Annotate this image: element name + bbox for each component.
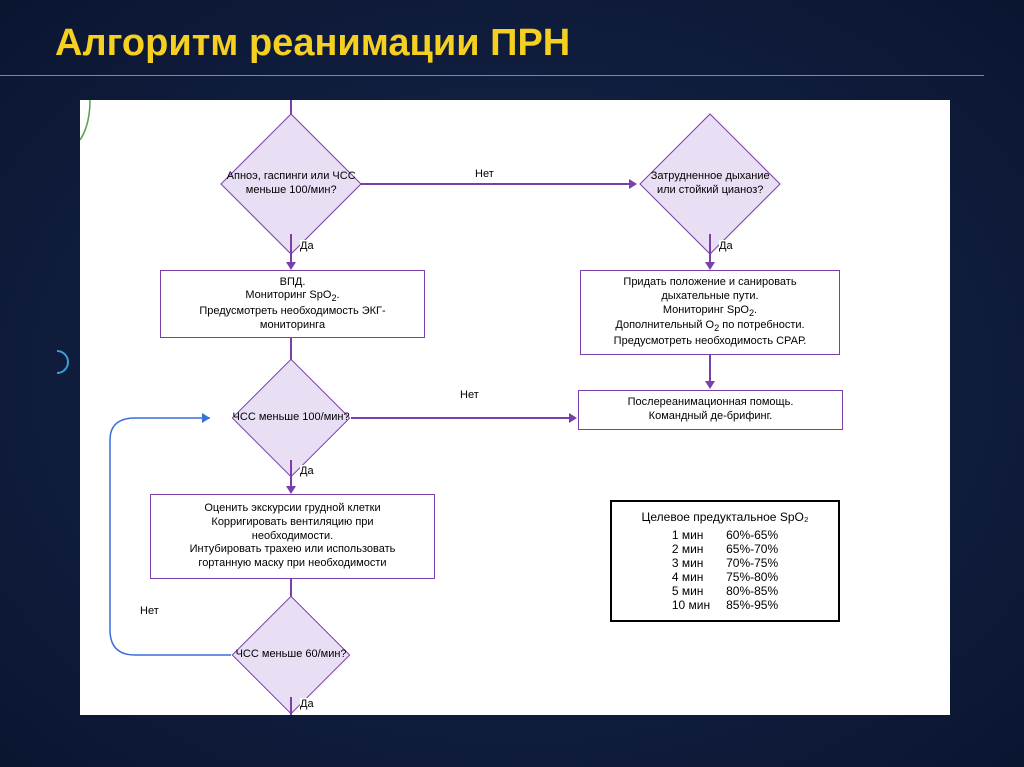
decision-d3-text: ЧСС меньше 100/мин? [211, 411, 371, 425]
slide-title: Алгоритм реанимации ПРН [0, 0, 984, 76]
process-r2-text: Придать положение и санироватьдыхательны… [614, 276, 807, 349]
flowchart-canvas: Апноэ, гаспинги или ЧССменьше 100/мин? Н… [80, 100, 950, 715]
process-r4-text: Оценить экскурсии грудной клеткиКорригир… [190, 502, 396, 571]
label-yes-3: Да [300, 465, 314, 477]
decorative-edge-left [80, 100, 110, 150]
edge-d3-r4 [290, 460, 292, 488]
arrowhead [286, 486, 296, 494]
edge-d3-r3 [351, 417, 571, 419]
edge-d1-r1 [290, 234, 292, 264]
table-row: 10 мин85%-95% [664, 598, 786, 612]
decision-d1-text: Апноэ, гаспинги или ЧССменьше 100/мин? [201, 170, 381, 198]
process-r4: Оценить экскурсии грудной клеткиКорригир… [150, 494, 435, 579]
label-yes-1: Да [300, 240, 314, 252]
process-r1-text: ВПД.Мониторинг SpO2.Предусмотреть необхо… [199, 276, 385, 333]
process-r3-text: Послереанимационная помощь.Командный де-… [628, 396, 794, 424]
label-no-3: Нет [140, 605, 159, 617]
decision-d4-text: ЧСС меньше 60/мин? [211, 648, 371, 662]
edge-r2-r3 [709, 355, 711, 383]
edge-d1-d2 [361, 183, 631, 185]
spo2-title: Целевое предуктальное SpO₂ [624, 510, 826, 524]
arrowhead [286, 262, 296, 270]
edge-d4-down [290, 697, 292, 715]
table-row: 5 мин80%-85% [664, 584, 786, 598]
decorative-circle [45, 350, 69, 374]
arrowhead [705, 262, 715, 270]
decision-d2-text: Затрудненное дыханиеили стойкий цианоз? [620, 170, 800, 198]
table-row: 2 мин65%-70% [664, 542, 786, 556]
arrowhead [705, 381, 715, 389]
edge-d2-r2 [709, 234, 711, 264]
label-no-1: Нет [475, 168, 494, 180]
process-r2: Придать положение и санироватьдыхательны… [580, 270, 840, 355]
label-no-2: Нет [460, 389, 479, 401]
table-row: 4 мин75%-80% [664, 570, 786, 584]
table-row: 1 мин60%-65% [664, 528, 786, 542]
process-r1: ВПД.Мониторинг SpO2.Предусмотреть необхо… [160, 270, 425, 338]
spo2-rows: 1 мин60%-65% 2 мин65%-70% 3 мин70%-75% 4… [664, 528, 786, 612]
arrowhead [569, 413, 577, 423]
spo2-table: Целевое предуктальное SpO₂ 1 мин60%-65% … [610, 500, 840, 622]
process-r3: Послереанимационная помощь.Командный де-… [578, 390, 843, 430]
label-yes-4: Да [300, 698, 314, 710]
label-yes-2: Да [719, 240, 733, 252]
table-row: 3 мин70%-75% [664, 556, 786, 570]
